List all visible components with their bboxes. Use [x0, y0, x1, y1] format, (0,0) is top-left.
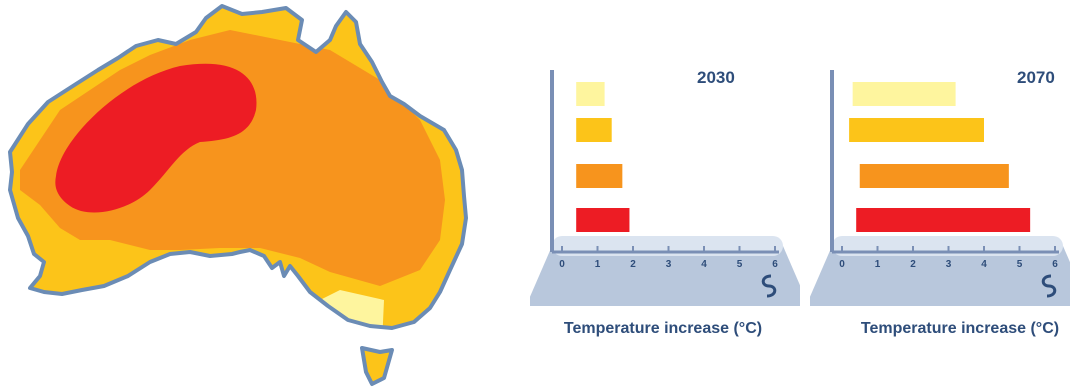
x-tick-label: 2	[630, 259, 636, 270]
bar	[576, 208, 630, 232]
chart-2030-title: 2030	[697, 68, 735, 87]
x-tick-label: 1	[595, 259, 601, 270]
axis-break-icon	[761, 274, 777, 298]
chart-2070-plot: 0 1 2 3 4 5 6	[810, 70, 1070, 306]
coastline	[8, 4, 468, 330]
australia-map	[8, 4, 468, 386]
bar	[852, 82, 956, 106]
chart-2030-xlabel: Temperature increase (°C)	[563, 320, 763, 337]
x-tick-label: 4	[701, 259, 707, 270]
band-high	[55, 63, 257, 213]
x-tick-label: 3	[666, 259, 672, 270]
bar	[859, 164, 1009, 188]
bar	[856, 208, 1031, 232]
tasmania	[360, 346, 394, 386]
bar	[576, 164, 623, 188]
x-tick-label: 4	[981, 259, 987, 270]
chart-2030: 0 1 2 3 4 5 6 2030 Temperature increase (°C)	[530, 0, 800, 388]
x-tick-label: 5	[737, 259, 743, 270]
x-tick-label: 6	[772, 259, 778, 270]
chart-2070-xlabel: Temperature increase (°C)	[860, 320, 1060, 337]
x-tick-label: 5	[1017, 259, 1023, 270]
x-tick-label: 6	[1052, 259, 1058, 270]
axis-break-icon	[1041, 274, 1057, 298]
bar	[576, 82, 605, 106]
bar	[849, 118, 984, 142]
chart-base	[530, 246, 800, 306]
chart-base	[810, 246, 1070, 306]
x-tick-label: 0	[839, 259, 845, 270]
x-tick-label: 3	[946, 259, 952, 270]
chart-2030-plot: 0 1 2 3 4 5 6	[530, 70, 800, 306]
x-tick-label: 2	[910, 259, 916, 270]
x-tick-label: 1	[875, 259, 881, 270]
bar	[576, 118, 612, 142]
chart-2070: 0 1 2 3 4 5 6 2070 Temperature increase (°C)	[810, 0, 1070, 388]
chart-2070-title: 2070	[1017, 68, 1055, 87]
x-tick-label: 0	[559, 259, 565, 270]
